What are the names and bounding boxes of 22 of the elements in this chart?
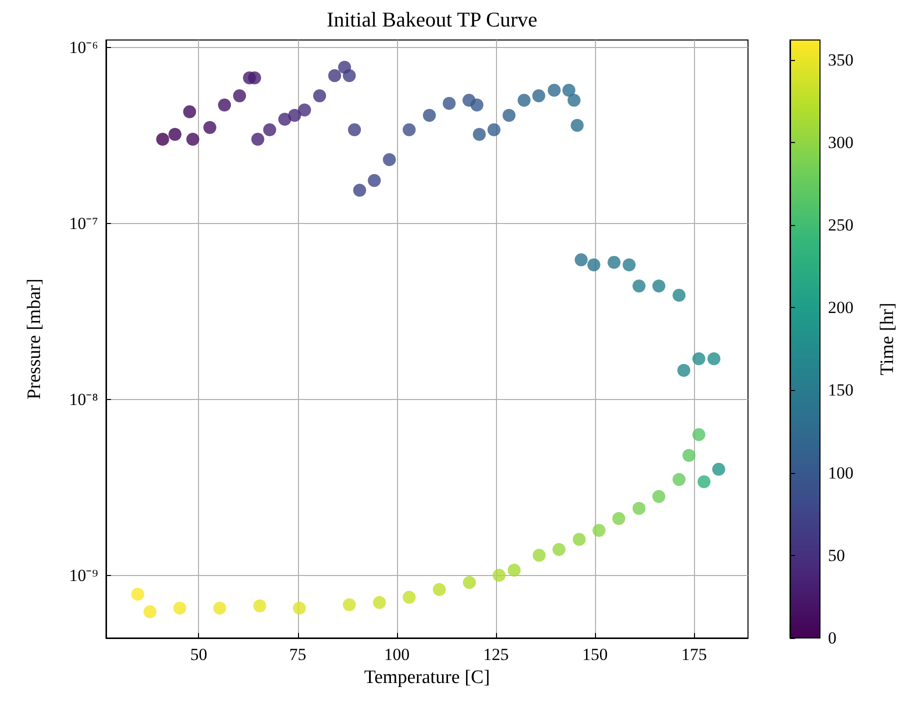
x-tick-label: 150 xyxy=(582,645,608,664)
color-bar-label: 100 xyxy=(828,463,854,482)
y-axis-title: Pressure [mbar] xyxy=(24,278,45,400)
color-bar-label: 300 xyxy=(828,132,854,152)
color-bar-title: Time [hr] xyxy=(877,302,898,376)
color-bar-label: 50 xyxy=(828,546,845,565)
y-tick-label: 10⁻⁶ xyxy=(69,38,98,57)
x-tick-label: 100 xyxy=(384,645,410,664)
x-tick-label: 175 xyxy=(681,645,707,664)
x-tick-label: 125 xyxy=(483,645,509,664)
y-tick-label: 10⁻⁸ xyxy=(69,390,98,409)
color-bar-label: 0 xyxy=(828,628,836,648)
y-tick-label: 10⁻⁹ xyxy=(69,566,98,585)
color-bar-label: 150 xyxy=(828,380,854,400)
color-bar-label: 350 xyxy=(828,50,854,70)
x-tick-label: 75 xyxy=(289,645,306,664)
y-tick-label: 10⁻⁷ xyxy=(69,214,98,233)
chart-title: Initial Bakeout TP Curve xyxy=(326,8,538,32)
color-bar-label: 200 xyxy=(828,298,854,318)
x-tick-label: 50 xyxy=(190,645,208,664)
color-bar-label: 250 xyxy=(828,216,854,235)
x-axis-title: Temperature [C] xyxy=(364,667,490,688)
